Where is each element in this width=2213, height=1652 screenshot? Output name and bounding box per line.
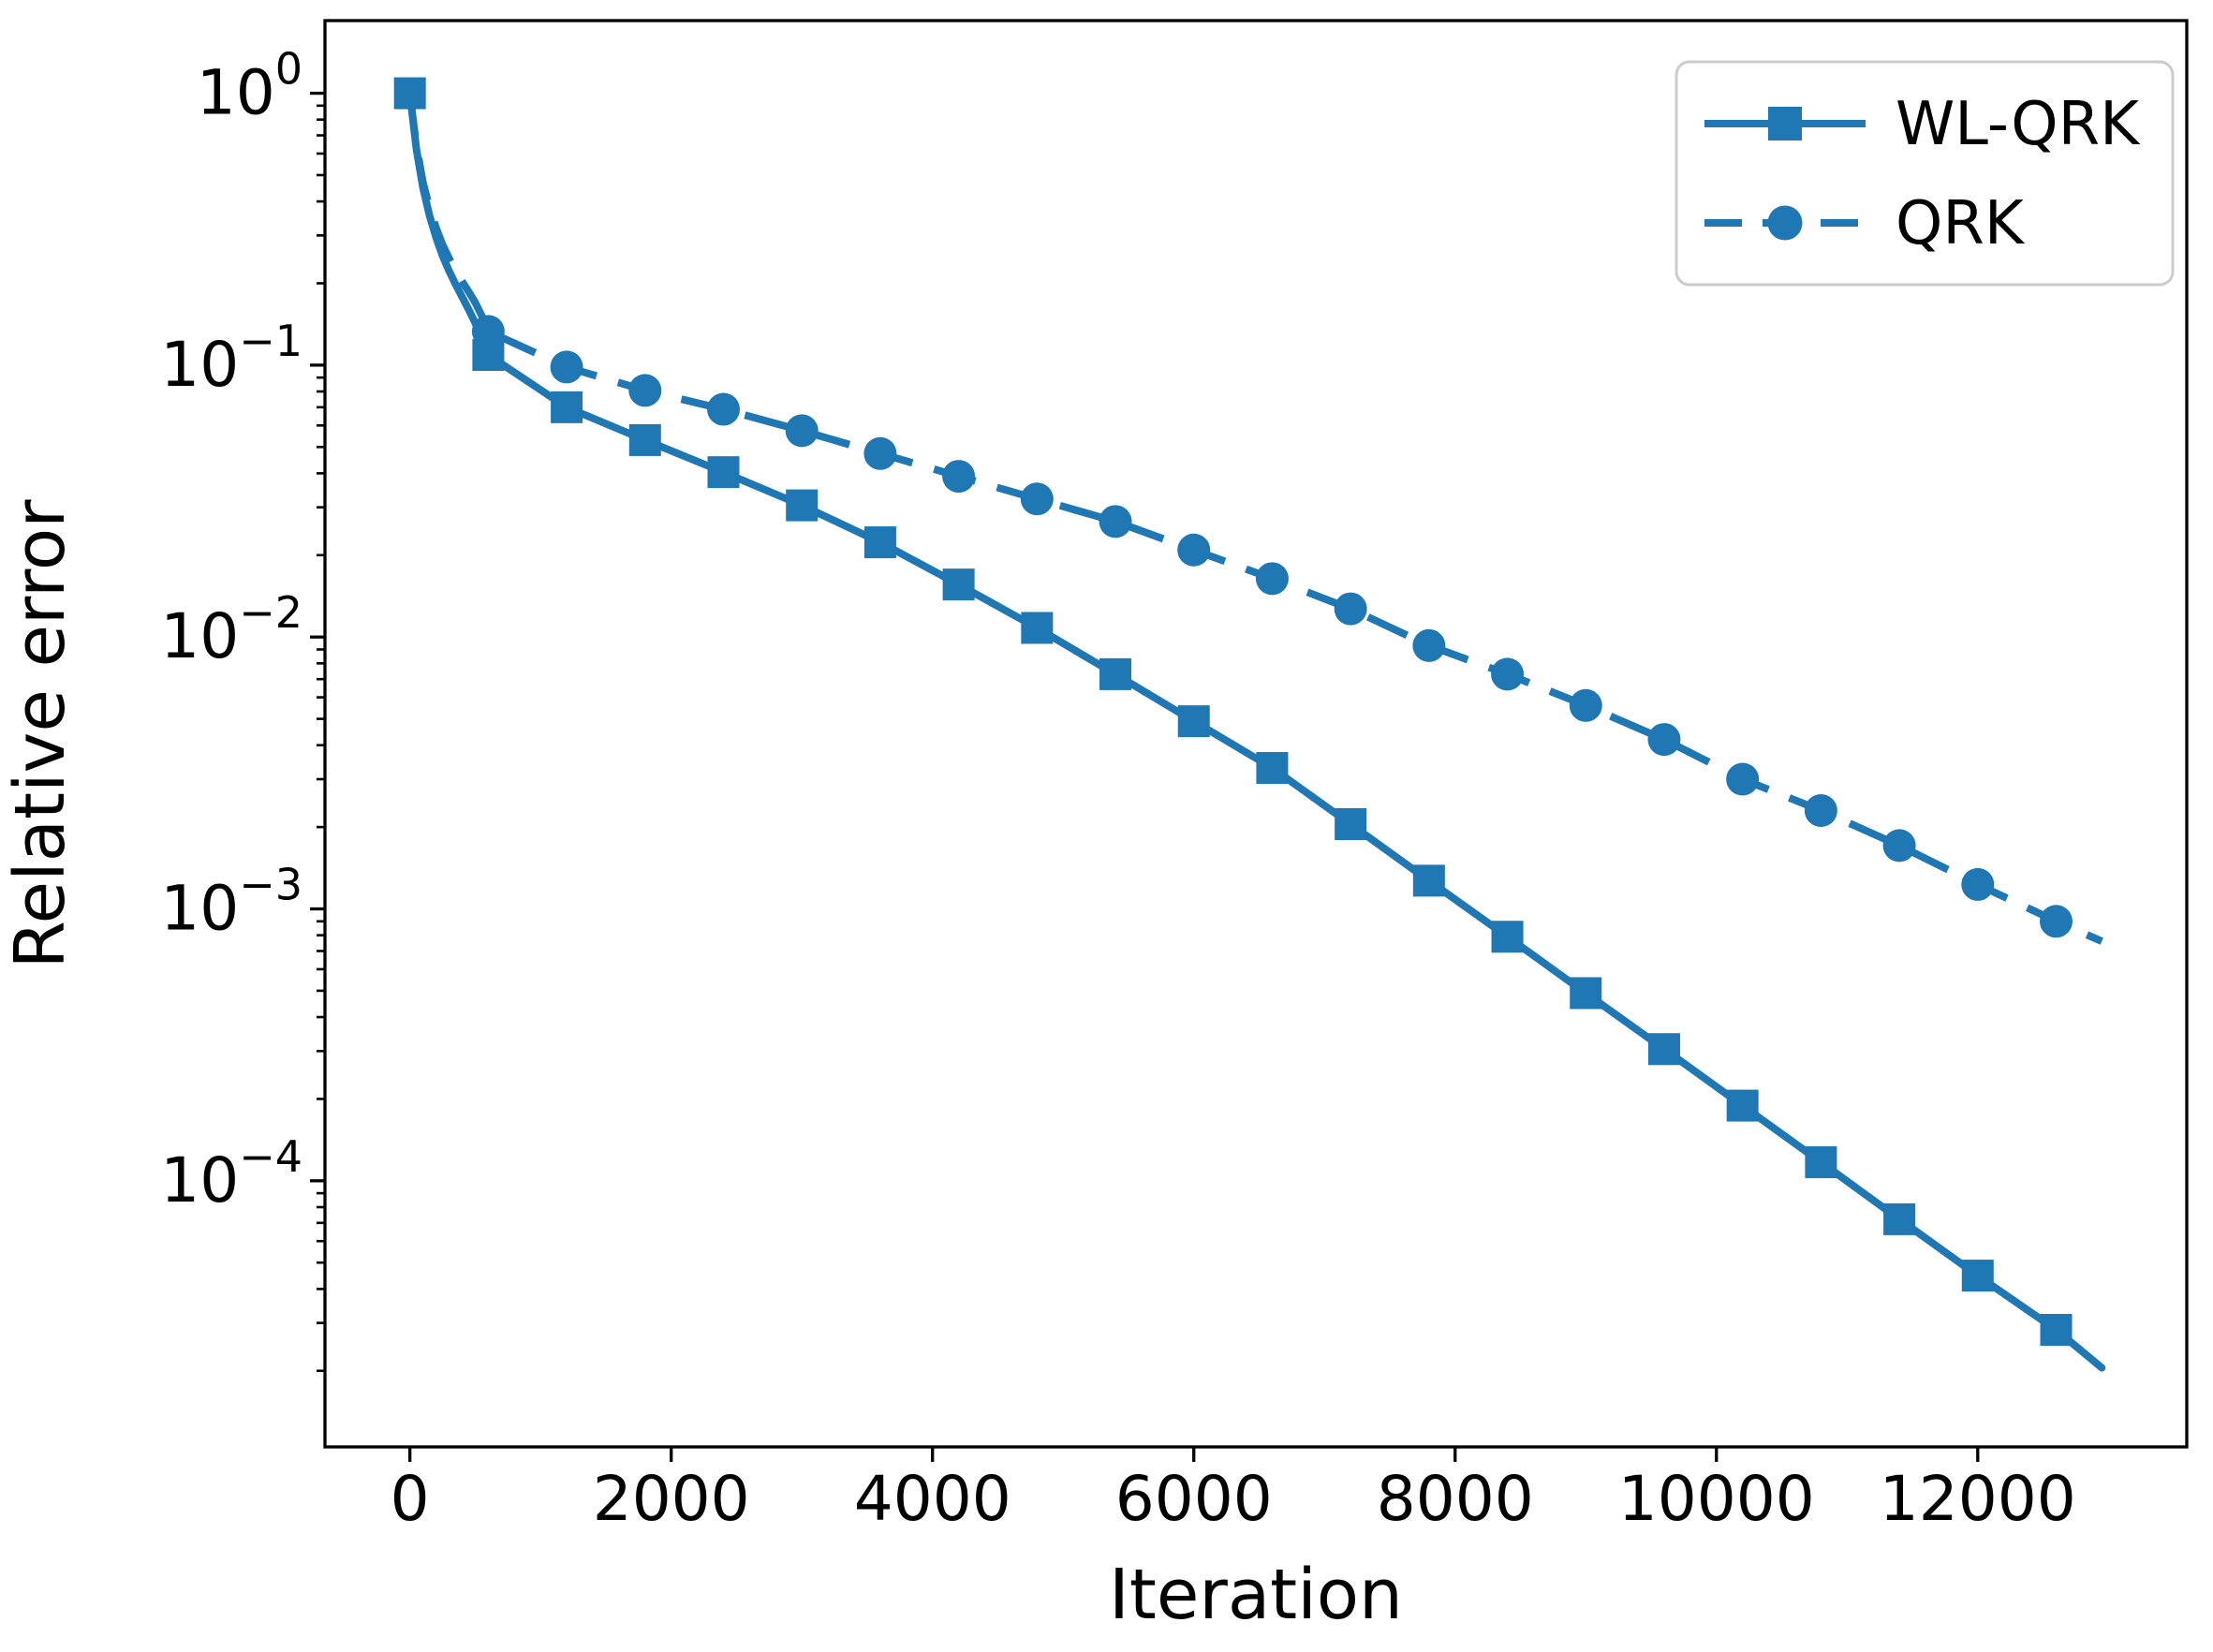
- series-layer: [393, 77, 2106, 1372]
- y-tick-label: 10−4: [160, 1131, 302, 1217]
- x-tick-label: 2000: [593, 1463, 750, 1535]
- series-wl-qrk-marker: [1491, 921, 1524, 953]
- series-qrk-marker: [1255, 562, 1289, 596]
- series-wl-qrk-marker: [1256, 751, 1289, 784]
- series-qrk-marker: [1412, 628, 1446, 662]
- legend: WL-QRK QRK: [1675, 60, 2175, 287]
- y-tick-label: 10−2: [160, 587, 302, 672]
- series-qrk-marker: [1177, 533, 1211, 567]
- y-tick-label: 10−1: [160, 316, 302, 401]
- x-axis-label: Iteration: [1109, 1555, 1403, 1635]
- series-wl-qrk-marker: [1961, 1260, 1994, 1292]
- series-qrk-marker: [1882, 829, 1916, 863]
- series-wl-qrk-marker: [1647, 1033, 1680, 1066]
- legend-label-wl-qrk: WL-QRK: [1896, 90, 2141, 159]
- axis-ticks: 0 2000 4000 6000 8000 10000 12000 100 10−1 10−2 10…: [160, 44, 2076, 1535]
- legend-label-qrk: QRK: [1896, 189, 2026, 258]
- series-wl-qrk-marker: [1099, 657, 1132, 690]
- series-qrk-marker: [628, 374, 662, 407]
- plot-area: [323, 19, 2189, 1449]
- x-tick-label: 0: [391, 1463, 430, 1535]
- series-wl-qrk-marker: [551, 391, 583, 423]
- series-wl-qrk-marker: [1021, 612, 1054, 644]
- series-wl-qrk-marker: [786, 489, 819, 522]
- x-tick-label: 10000: [1618, 1463, 1815, 1535]
- series-qrk-marker: [2039, 905, 2073, 938]
- series-qrk-marker: [1726, 762, 1760, 796]
- series-qrk-marker: [1020, 482, 1054, 516]
- series-qrk-marker: [1099, 505, 1132, 538]
- x-tick-label: 12000: [1880, 1463, 2076, 1535]
- x-tick-label: 6000: [1115, 1463, 1273, 1535]
- series-wl-qrk-marker: [393, 77, 426, 110]
- series-wl-qrk-marker: [1570, 977, 1602, 1010]
- series-qrk-marker: [1961, 867, 1995, 901]
- series-qrk-marker: [1491, 657, 1525, 691]
- series-wl-qrk-marker: [1805, 1146, 1837, 1179]
- series-qrk-marker: [863, 436, 897, 470]
- x-tick-label: 8000: [1377, 1463, 1534, 1535]
- series-wl-qrk-marker: [472, 339, 505, 372]
- series-qrk-marker: [707, 392, 741, 426]
- series-qrk-marker: [1647, 723, 1681, 757]
- y-axis-label: Relative error: [0, 499, 81, 969]
- x-tick-label: 4000: [854, 1463, 1011, 1535]
- series-qrk-marker: [1334, 592, 1367, 626]
- series-qrk-marker: [942, 460, 976, 494]
- series-wl-qrk-marker: [1177, 705, 1210, 738]
- y-tick-label: 10−3: [160, 860, 302, 945]
- series-wl-qrk-marker: [863, 526, 896, 559]
- series-wl-qrk-marker: [1412, 864, 1445, 897]
- series-wl-qrk-marker: [628, 423, 661, 456]
- legend-sample-marker-wl-qrk: [1768, 107, 1802, 140]
- series-wl-qrk-marker: [942, 568, 975, 601]
- series-qrk-marker: [1569, 688, 1602, 722]
- series-wl-qrk-marker: [1726, 1089, 1759, 1122]
- y-tick-label: 100: [197, 44, 302, 129]
- series-wl-qrk-marker: [707, 456, 740, 489]
- series-qrk-marker: [785, 414, 819, 448]
- series-wl-qrk-marker: [1335, 808, 1367, 841]
- series-wl-qrk-marker: [2040, 1313, 2073, 1346]
- series-qrk-marker: [1804, 794, 1837, 828]
- legend-sample-marker-qrk: [1767, 205, 1803, 241]
- series-wl-qrk-marker: [1883, 1202, 1916, 1235]
- series-qrk-marker: [550, 350, 583, 384]
